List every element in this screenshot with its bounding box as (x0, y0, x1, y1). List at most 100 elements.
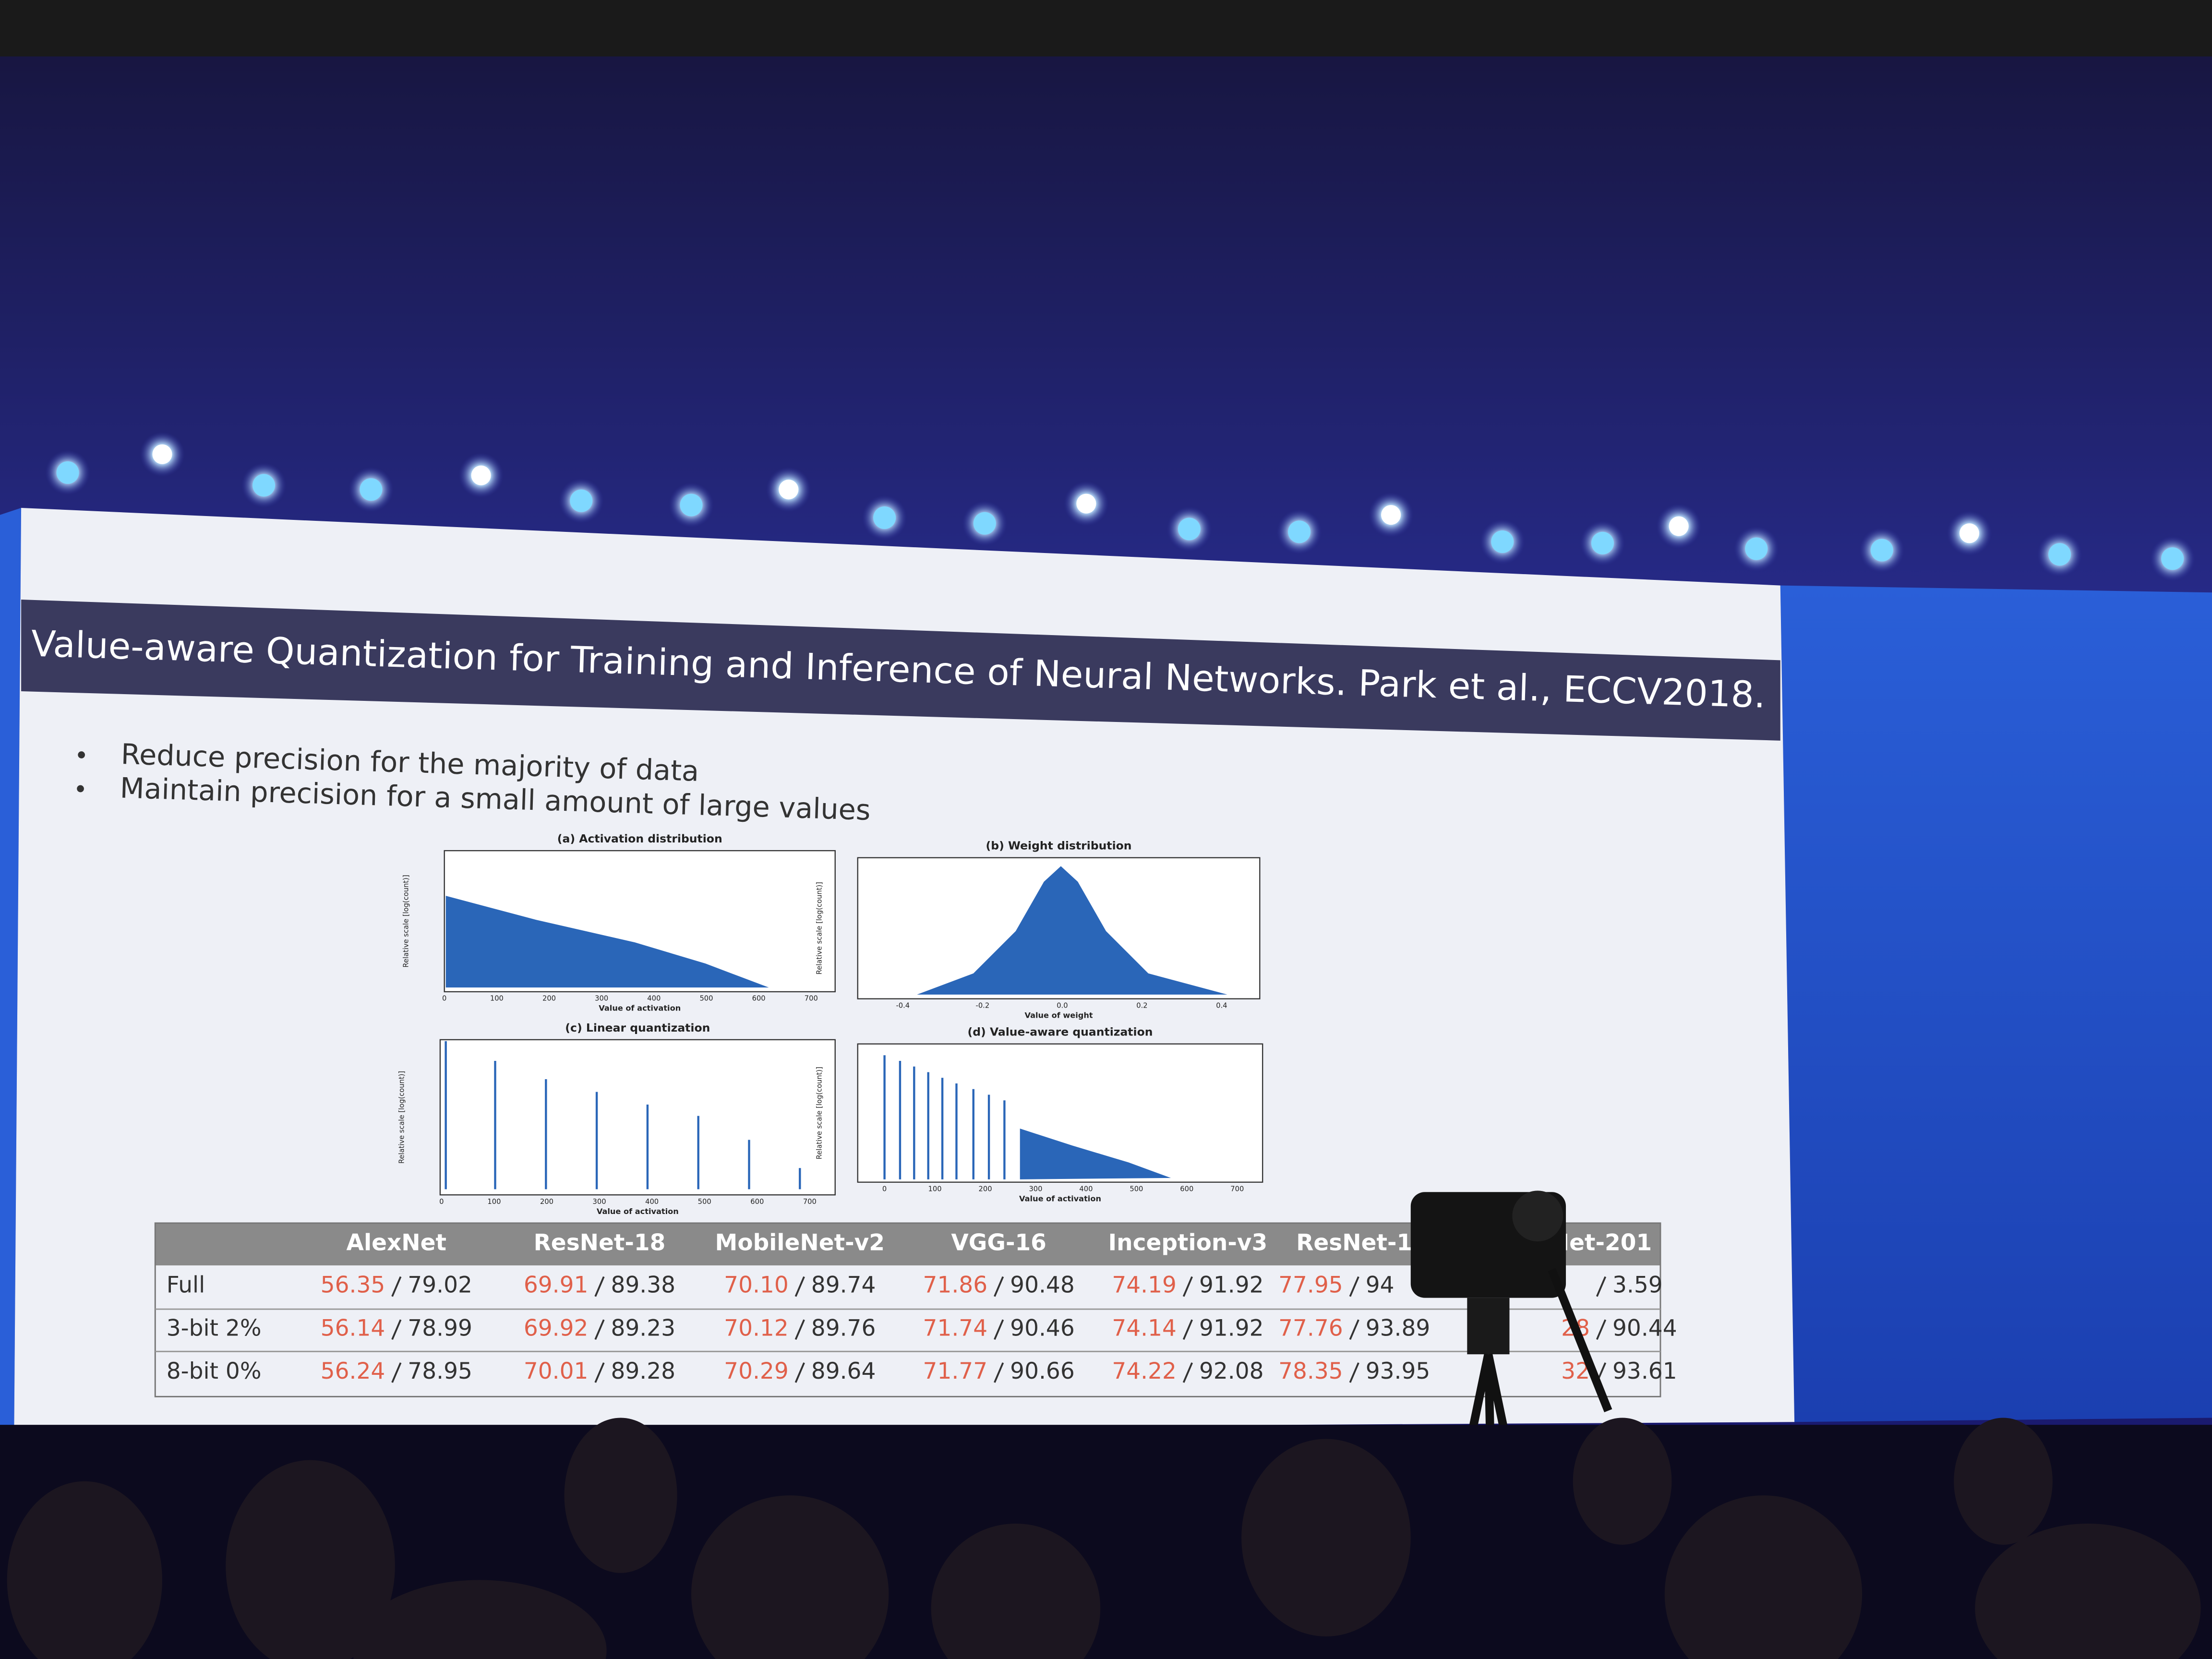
top5-accuracy: 94 (1366, 1272, 1395, 1298)
row-label: Full (167, 1272, 205, 1298)
x-axis-label: Value of weight (1024, 1010, 1093, 1020)
side-screen (1780, 585, 2212, 1422)
x-tick-label: 0 (882, 1185, 887, 1193)
camera-head (1467, 1298, 1510, 1355)
top5-accuracy: 89.38 (611, 1272, 675, 1298)
top5-accuracy: 79.02 (408, 1272, 472, 1298)
cell-slash (994, 1319, 1004, 1340)
top5-accuracy: 91.92 (1199, 1315, 1264, 1341)
row-label: 8-bit 0% (167, 1358, 262, 1384)
cell-slash (594, 1319, 605, 1340)
x-tick-label: 100 (490, 995, 504, 1003)
top5-accuracy: 93.61 (1612, 1358, 1677, 1384)
light (2161, 547, 2184, 570)
histogram-shape (445, 896, 769, 988)
top5-accuracy: 78.99 (408, 1315, 472, 1341)
top1-accuracy: 70.10 (724, 1272, 789, 1298)
light (1959, 523, 1980, 543)
top5-accuracy: 90.46 (1010, 1315, 1075, 1341)
cell-slash (1349, 1362, 1359, 1383)
column-header: ResNet-1 (1296, 1229, 1412, 1256)
x-tick-label: 0 (439, 1198, 444, 1206)
top5-accuracy: 93.95 (1366, 1358, 1431, 1384)
light (152, 444, 172, 464)
light (680, 493, 703, 517)
top1-accuracy: 77.95 (1278, 1272, 1343, 1298)
bullet-dot (77, 785, 84, 793)
top1-accuracy: 56.14 (321, 1315, 385, 1341)
light (1491, 530, 1514, 553)
x-tick-label: -0.4 (896, 1001, 910, 1010)
audience (7, 1418, 2201, 1659)
column-header: Inception-v3 (1108, 1229, 1268, 1256)
x-axis-label: Value of activation (597, 1207, 679, 1216)
bullet-dot (78, 751, 85, 758)
x-tick-label: 100 (487, 1198, 501, 1206)
title-bar (21, 599, 1780, 741)
top5-accuracy: 89.64 (811, 1358, 876, 1384)
x-tick-label: 100 (928, 1185, 942, 1193)
cell-slash (391, 1276, 402, 1297)
light (1870, 539, 1893, 562)
histogram-shape (917, 866, 1227, 995)
x-tick-label: 700 (803, 1198, 817, 1206)
top5-accuracy: 90.48 (1010, 1272, 1075, 1298)
x-tick-label: 200 (542, 995, 556, 1003)
top1-accuracy: 71.86 (923, 1272, 988, 1298)
light (1669, 516, 1689, 536)
top5-accuracy: 91.92 (1199, 1272, 1264, 1298)
top5-accuracy: 92.08 (1199, 1358, 1264, 1384)
x-tick-label: 500 (699, 995, 713, 1003)
cell-slash (794, 1362, 805, 1383)
y-axis-label: Relative scale [log(count)] (815, 1067, 823, 1159)
cell-slash (994, 1362, 1004, 1383)
column-header: VGG-16 (951, 1229, 1046, 1256)
light (360, 478, 383, 501)
column-header: MobileNet-v2 (715, 1229, 885, 1256)
light (56, 461, 79, 484)
x-tick-label: 500 (1130, 1185, 1143, 1193)
top1-accuracy: 70.29 (724, 1358, 789, 1384)
x-tick-label: 400 (647, 995, 661, 1003)
light (252, 474, 276, 497)
y-axis-label: Relative scale [log(count)] (815, 882, 823, 974)
quantization-lines (883, 1055, 1006, 1179)
top5-accuracy: 89.74 (811, 1272, 876, 1298)
top1-accuracy: 71.74 (923, 1315, 988, 1341)
top5-accuracy: 3.59 (1612, 1272, 1663, 1298)
light (570, 489, 593, 512)
top1-accuracy: 77.76 (1278, 1315, 1343, 1341)
cell-slash (794, 1276, 805, 1297)
cell-slash (1182, 1276, 1193, 1297)
cell-slash (1182, 1319, 1193, 1340)
light (1591, 531, 1614, 554)
cell-slash (594, 1362, 605, 1383)
top1-accuracy: 70.01 (524, 1358, 589, 1384)
panel-title: (a) Activation distribution (557, 832, 722, 845)
cell-slash (594, 1276, 605, 1297)
x-tick-label: -0.2 (976, 1001, 990, 1010)
top5-accuracy: 89.28 (611, 1358, 675, 1384)
x-axis-label: Value of activation (1019, 1194, 1101, 1203)
camera-lens (1512, 1190, 1563, 1242)
x-tick-label: 400 (645, 1198, 659, 1206)
column-header: AlexNet (347, 1229, 446, 1256)
top1-accuracy: 56.24 (321, 1358, 385, 1384)
light (873, 506, 896, 529)
x-tick-label: 200 (979, 1185, 992, 1193)
top5-accuracy: 90.44 (1612, 1315, 1677, 1341)
quantization-lines (445, 1041, 801, 1190)
ceiling (0, 0, 2212, 57)
table: AlexNet ResNet-18 MobileNet-v2 VGG-16 Incept… (154, 1222, 1677, 1397)
top1-accuracy: 69.91 (524, 1272, 589, 1298)
top5-accuracy: 89.23 (611, 1315, 675, 1341)
cell-slash (391, 1362, 402, 1383)
light (1288, 520, 1311, 543)
cell-slash (391, 1319, 402, 1340)
light (1178, 517, 1201, 541)
x-tick-label: 0 (442, 995, 446, 1003)
top5-accuracy: 78.95 (408, 1358, 472, 1384)
top5-accuracy: 90.66 (1010, 1358, 1075, 1384)
